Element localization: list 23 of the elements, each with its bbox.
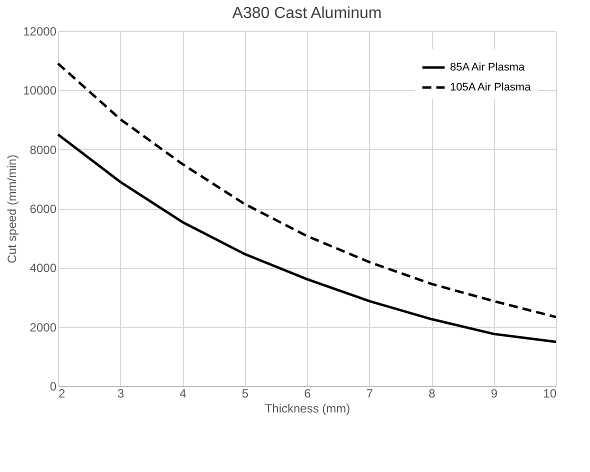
x-tick-label: 3 (117, 386, 124, 400)
legend-label: 105A Air Plasma (450, 82, 532, 94)
y-axis-title: Cut speed (mm/min) (5, 154, 20, 264)
line-series (56, 133, 558, 344)
legend-label: 85A Air Plasma (450, 62, 526, 74)
y-tick-label: 2000 (30, 320, 57, 334)
x-tick-label: 4 (180, 386, 187, 400)
x-tick-label: 5 (242, 386, 249, 400)
x-tick-label: 2 (58, 386, 66, 400)
line-series (56, 62, 558, 318)
chart-title: A380 Cast Aluminum (232, 5, 382, 22)
x-tick-label: 8 (428, 386, 436, 400)
x-axis-title: Thickness (mm) (264, 402, 350, 416)
x-tick-label: 10 (543, 386, 557, 400)
y-tick-label: 10000 (23, 84, 57, 98)
y-tick-label: 12000 (23, 24, 57, 38)
x-tick-label: 6 (304, 386, 312, 400)
y-tick-label: 0 (50, 380, 57, 394)
x-tick-label: 7 (366, 386, 374, 400)
y-tick-label: 4000 (30, 261, 57, 276)
x-tick-label: 9 (490, 386, 498, 400)
y-tick-label: 8000 (30, 142, 57, 157)
y-tick-label: 6000 (30, 202, 57, 216)
